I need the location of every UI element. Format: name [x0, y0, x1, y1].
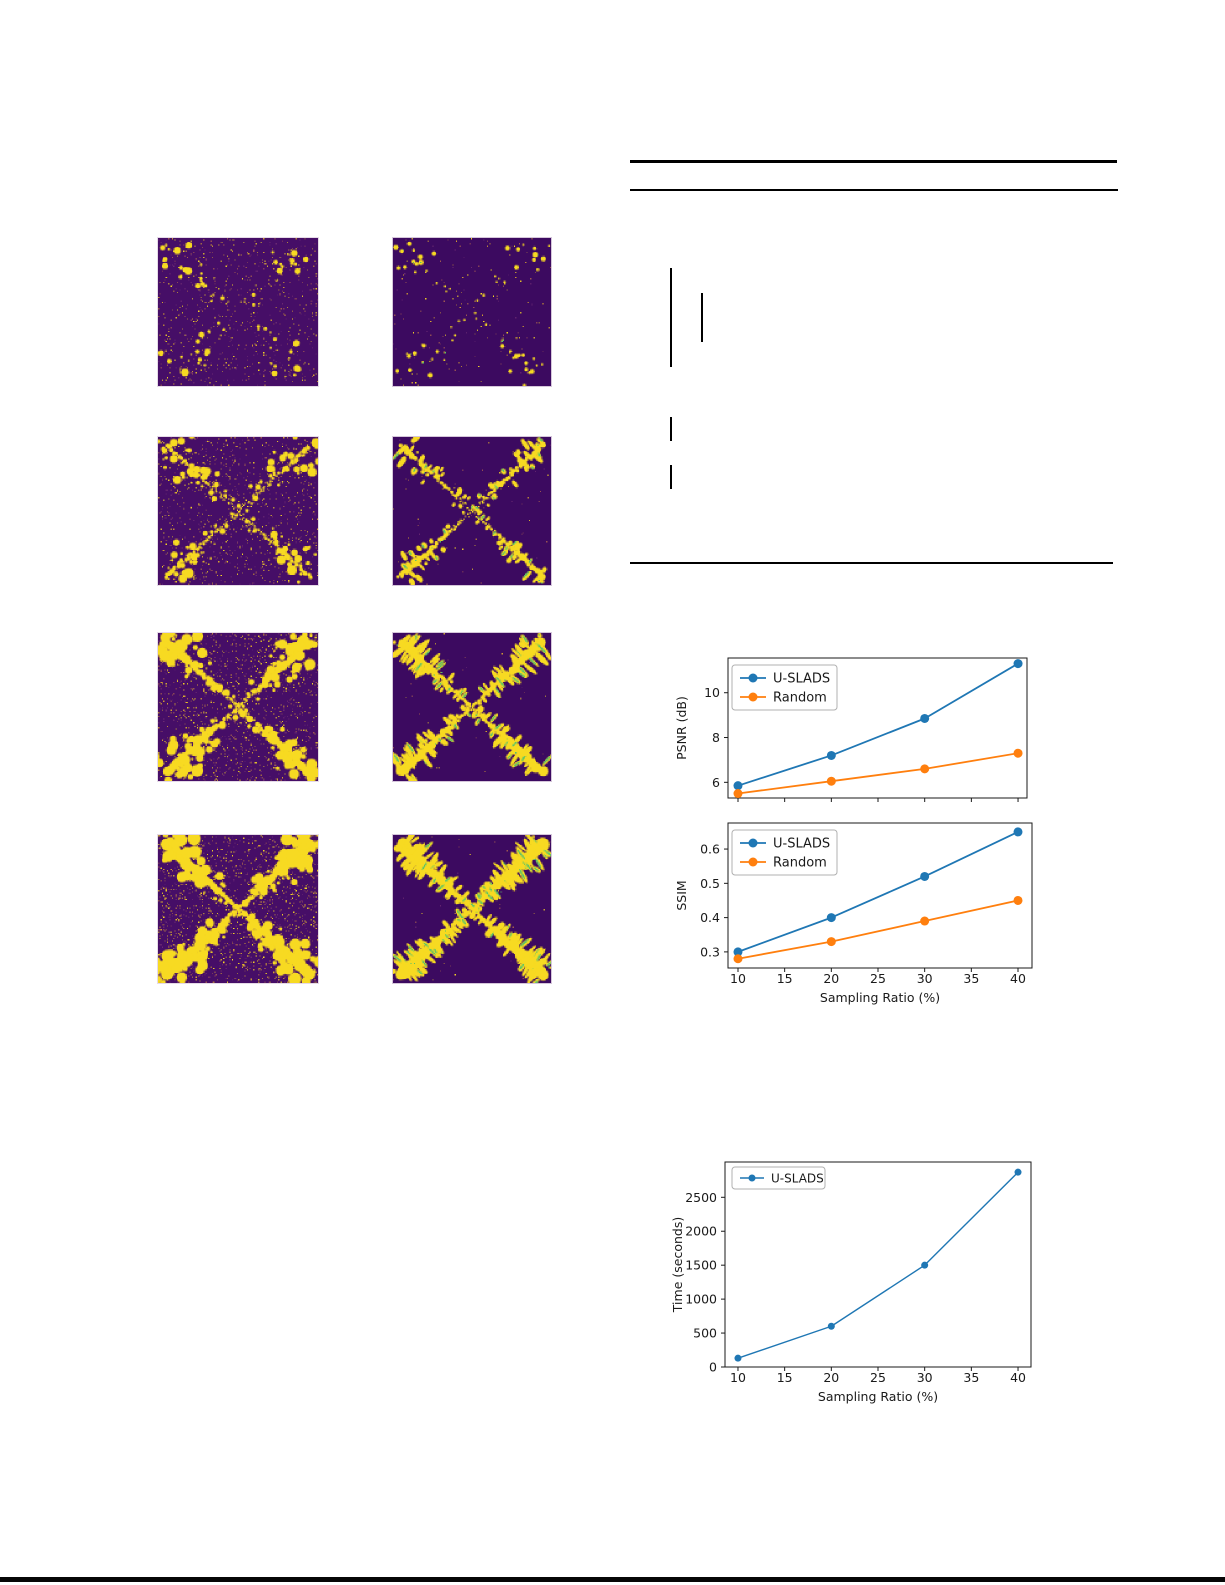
svg-text:0.6: 0.6 — [700, 842, 720, 857]
svg-text:U-SLADS: U-SLADS — [773, 672, 830, 687]
mask-image-row4-sampled — [157, 834, 319, 984]
mask-image-row1-sampled — [157, 237, 319, 387]
algorithm-box-top-thick-rule — [630, 160, 1117, 163]
mask-image-row3-reconstruction — [392, 632, 552, 782]
svg-text:0: 0 — [709, 1360, 717, 1375]
svg-text:1500: 1500 — [685, 1258, 717, 1273]
svg-text:2500: 2500 — [685, 1190, 717, 1205]
mask-image-row3-sampled — [157, 632, 319, 782]
svg-text:15: 15 — [777, 1370, 793, 1385]
svg-text:20: 20 — [823, 971, 839, 986]
mask-image-row2-sampled — [157, 436, 319, 586]
svg-text:0.5: 0.5 — [700, 876, 720, 891]
svg-text:30: 30 — [917, 971, 933, 986]
algorithm-box-top-thin-rule — [630, 189, 1118, 191]
svg-text:6: 6 — [712, 775, 720, 790]
svg-text:1000: 1000 — [685, 1292, 717, 1307]
svg-text:10: 10 — [704, 685, 720, 700]
svg-text:2000: 2000 — [685, 1224, 717, 1239]
svg-text:40: 40 — [1010, 971, 1026, 986]
svg-text:15: 15 — [777, 971, 793, 986]
svg-text:0.4: 0.4 — [700, 910, 720, 925]
svg-text:25: 25 — [870, 971, 886, 986]
mask-image-row4-reconstruction — [392, 834, 552, 984]
svg-text:35: 35 — [963, 1370, 979, 1385]
svg-text:10: 10 — [730, 1370, 746, 1385]
algorithm-indent-bar-3 — [670, 417, 672, 441]
svg-text:U-SLADS: U-SLADS — [773, 837, 830, 852]
svg-text:U-SLADS: U-SLADS — [771, 1172, 824, 1186]
svg-text:40: 40 — [1010, 1370, 1026, 1385]
svg-text:30: 30 — [917, 1370, 933, 1385]
algorithm-box-bottom-rule — [630, 562, 1113, 564]
ssim-chart: 10 15 20 25 30 35 40 0.3 0.4 0.5 0.6 SSIM Sampling R… — [674, 822, 1033, 1005]
svg-text:500: 500 — [693, 1326, 717, 1341]
svg-text:10: 10 — [730, 971, 746, 986]
svg-text:35: 35 — [963, 971, 979, 986]
svg-text:PSNR (dB): PSNR (dB) — [674, 696, 689, 760]
svg-text:25: 25 — [870, 1370, 886, 1385]
svg-text:8: 8 — [712, 730, 720, 745]
svg-text:Sampling Ratio (%): Sampling Ratio (%) — [820, 990, 940, 1005]
svg-text:Sampling Ratio (%): Sampling Ratio (%) — [818, 1389, 938, 1404]
psnr-chart: 6 8 10 PSNR (dB) U-SLADS Random — [674, 657, 1028, 802]
mask-image-row1-reconstruction — [392, 237, 552, 387]
mask-image-row2-reconstruction — [392, 436, 552, 586]
algorithm-indent-bar-4 — [670, 465, 672, 489]
svg-text:20: 20 — [823, 1370, 839, 1385]
page-bottom-rule — [0, 1577, 1225, 1582]
svg-text:Time (seconds): Time (seconds) — [670, 1217, 685, 1313]
svg-text:0.3: 0.3 — [700, 944, 720, 959]
svg-text:SSIM: SSIM — [674, 880, 689, 910]
algorithm-indent-bar-1 — [670, 268, 672, 367]
svg-text:Random: Random — [773, 856, 827, 871]
svg-text:Random: Random — [773, 691, 827, 706]
algorithm-indent-bar-2 — [701, 293, 703, 342]
